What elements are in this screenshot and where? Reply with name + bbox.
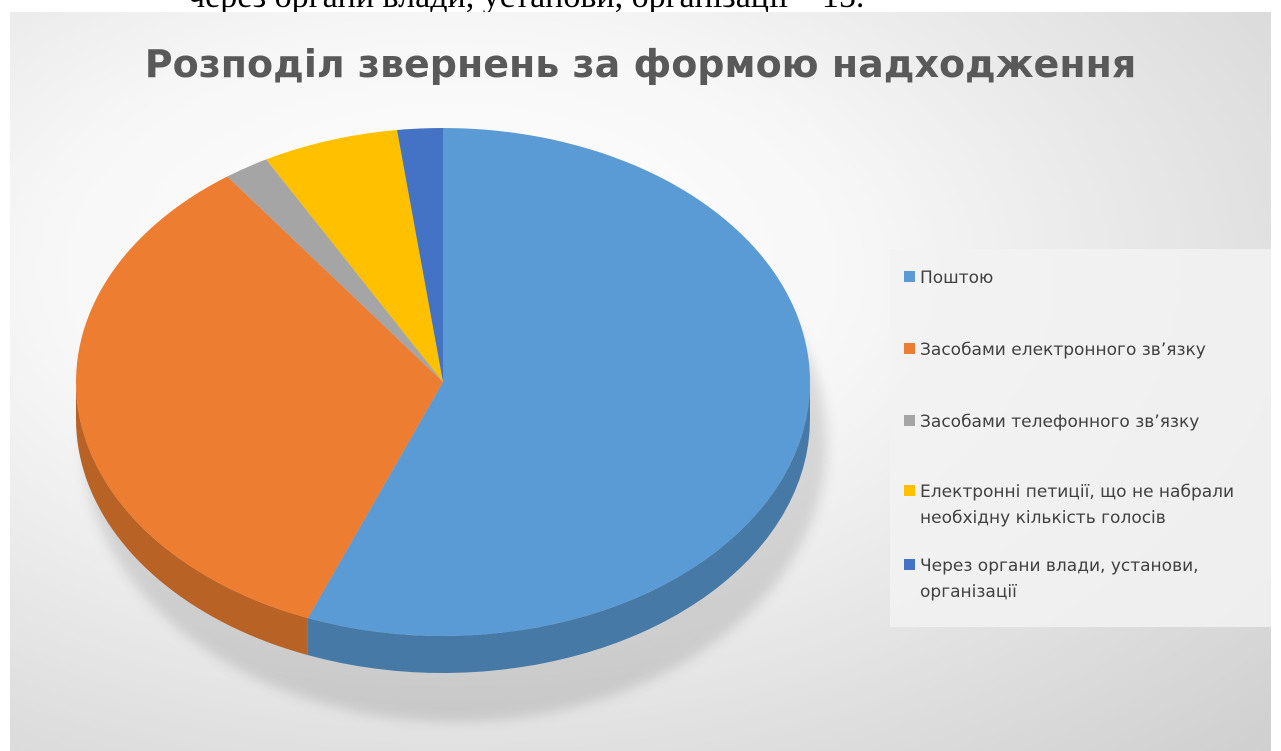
- legend-item: Засобами електронного зв’язку: [904, 337, 1250, 363]
- legend-swatch: [904, 415, 915, 426]
- pie-slice: [266, 130, 443, 382]
- pie-slice: [307, 127, 811, 636]
- legend-item: Засобами телефонного зв’язку: [904, 409, 1250, 435]
- pie-slice: [76, 176, 443, 619]
- legend-item: Поштою: [904, 265, 1250, 291]
- legend-swatch: [904, 559, 915, 570]
- legend-label: Через органи влади, установи, організаці…: [920, 556, 1199, 602]
- legend-label: Поштою: [920, 268, 994, 288]
- chart-area: Розподіл звернень за формою надходження …: [10, 12, 1271, 751]
- pie-slice: [227, 159, 443, 382]
- pie-slice: [397, 128, 443, 382]
- legend-item: Через органи влади, установи, організаці…: [904, 553, 1250, 605]
- legend-swatch: [904, 271, 915, 282]
- document-text-line: через органи влади, установи, організаці…: [188, 0, 864, 16]
- legend-swatch: [904, 343, 915, 354]
- legend-label: Електронні петиції, що не набрали необхі…: [920, 482, 1235, 528]
- pie-slice-side: [76, 382, 308, 656]
- chart-legend: Поштою Засобами електронного зв’язку Зас…: [890, 249, 1271, 627]
- pie-slice-side: [307, 382, 810, 673]
- chart-title: Розподіл звернень за формою надходження: [144, 42, 1137, 86]
- legend-item: Електронні петиції, що не набрали необхі…: [904, 479, 1250, 531]
- pie-chart: [76, 127, 827, 722]
- legend-label: Засобами електронного зв’язку: [920, 340, 1206, 360]
- legend-swatch: [904, 485, 915, 496]
- legend-label: Засобами телефонного зв’язку: [920, 412, 1200, 432]
